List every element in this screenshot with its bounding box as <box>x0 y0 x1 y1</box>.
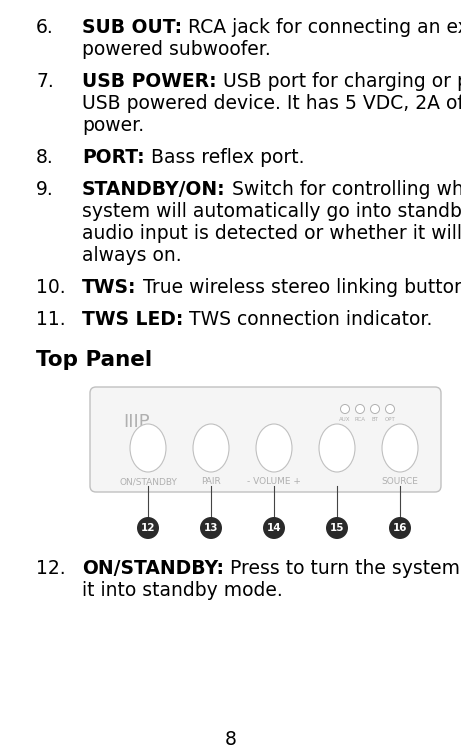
Text: TWS LED:: TWS LED: <box>82 310 183 329</box>
Text: AUX: AUX <box>339 417 351 422</box>
Text: 10.: 10. <box>36 278 65 297</box>
Text: TWS connection indicator.: TWS connection indicator. <box>183 310 433 329</box>
Circle shape <box>341 405 349 414</box>
Text: powered subwoofer.: powered subwoofer. <box>82 40 271 59</box>
Circle shape <box>355 405 365 414</box>
Ellipse shape <box>319 424 355 472</box>
Text: 15: 15 <box>330 523 344 533</box>
Text: 8.: 8. <box>36 148 54 167</box>
Circle shape <box>371 405 379 414</box>
Text: PAIR: PAIR <box>201 477 221 486</box>
Text: 8: 8 <box>225 730 236 748</box>
Text: 12: 12 <box>141 523 155 533</box>
Text: IIIP: IIIP <box>123 413 150 431</box>
Text: OPT: OPT <box>384 417 396 422</box>
Text: RCA: RCA <box>355 417 366 422</box>
Text: SOURCE: SOURCE <box>382 477 419 486</box>
Text: - VOLUME +: - VOLUME + <box>247 477 301 486</box>
Text: Press to turn the system on or to put: Press to turn the system on or to put <box>224 559 461 578</box>
Circle shape <box>137 517 159 539</box>
Text: PORT:: PORT: <box>82 148 145 167</box>
Text: audio input is detected or whether it will remain: audio input is detected or whether it wi… <box>82 224 461 243</box>
Text: USB POWER:: USB POWER: <box>82 72 217 91</box>
Text: 6.: 6. <box>36 18 54 37</box>
Ellipse shape <box>382 424 418 472</box>
Text: STANDBY/ON:: STANDBY/ON: <box>82 180 225 199</box>
Text: BT: BT <box>372 417 378 422</box>
Text: USB powered device. It has 5 VDC, 2A of charging: USB powered device. It has 5 VDC, 2A of … <box>82 94 461 113</box>
Text: 11.: 11. <box>36 310 65 329</box>
Circle shape <box>326 517 348 539</box>
Text: TWS:: TWS: <box>82 278 136 297</box>
Circle shape <box>200 517 222 539</box>
Ellipse shape <box>256 424 292 472</box>
Text: Top Panel: Top Panel <box>36 350 152 370</box>
Text: it into standby mode.: it into standby mode. <box>82 581 283 600</box>
Text: ON/STANDBY:: ON/STANDBY: <box>82 559 224 578</box>
Text: 9.: 9. <box>36 180 54 199</box>
Circle shape <box>389 517 411 539</box>
Text: Bass reflex port.: Bass reflex port. <box>145 148 304 167</box>
Ellipse shape <box>193 424 229 472</box>
Text: 7.: 7. <box>36 72 54 91</box>
Text: 16: 16 <box>393 523 407 533</box>
Text: Switch for controlling whether the: Switch for controlling whether the <box>225 180 461 199</box>
FancyBboxPatch shape <box>90 387 441 492</box>
Circle shape <box>385 405 395 414</box>
Text: 13: 13 <box>204 523 218 533</box>
Text: 14: 14 <box>266 523 281 533</box>
Text: ON/STANDBY: ON/STANDBY <box>119 477 177 486</box>
Text: USB port for charging or powering a: USB port for charging or powering a <box>217 72 461 91</box>
Ellipse shape <box>130 424 166 472</box>
Text: system will automatically go into standby when no: system will automatically go into standb… <box>82 202 461 221</box>
Text: SUB OUT:: SUB OUT: <box>82 18 182 37</box>
Text: power.: power. <box>82 116 144 135</box>
Text: True wireless stereo linking button.: True wireless stereo linking button. <box>136 278 461 297</box>
Text: RCA jack for connecting an external: RCA jack for connecting an external <box>182 18 461 37</box>
Text: 12.: 12. <box>36 559 65 578</box>
Circle shape <box>263 517 285 539</box>
Text: always on.: always on. <box>82 246 182 265</box>
